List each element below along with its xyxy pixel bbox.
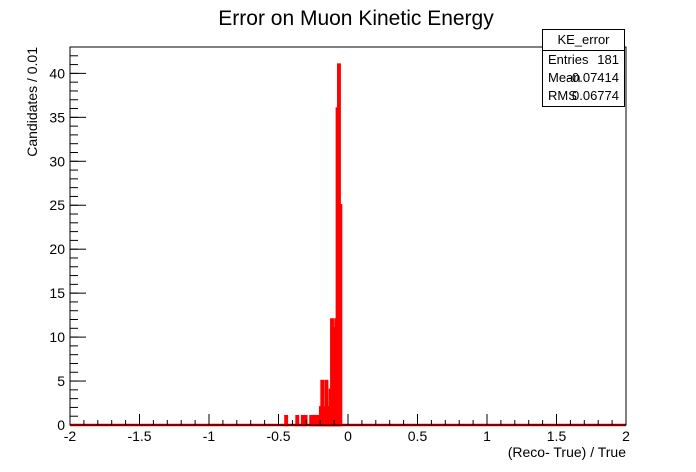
y-tick-label: 5 xyxy=(57,373,65,389)
stats-box: KE_error Entries 181 Mean -0.07414 RMS 0… xyxy=(542,29,625,107)
stats-row-entries: Entries 181 xyxy=(543,51,624,69)
chart-title: Error on Muon Kinetic Energy xyxy=(218,7,494,30)
x-axis-label: (Reco- True) / True xyxy=(508,444,626,460)
histogram-bar xyxy=(300,414,305,427)
y-tick-label: 35 xyxy=(49,109,65,125)
y-axis-label: Candidates / 0.01 xyxy=(24,47,40,157)
x-tick-label: -1 xyxy=(203,428,216,444)
x-tick-label: 2 xyxy=(622,428,630,444)
y-tick-label: 25 xyxy=(49,197,65,213)
stats-title: KE_error xyxy=(543,30,624,51)
x-tick-label: 0 xyxy=(344,428,352,444)
x-tick-label: -1.5 xyxy=(127,428,151,444)
histogram-bar xyxy=(295,414,300,427)
stats-value: 0.06774 xyxy=(572,88,619,103)
histogram-bar xyxy=(316,414,321,427)
x-tick-label: 0.5 xyxy=(408,428,428,444)
histogram-bar xyxy=(338,203,343,427)
y-axis: 0 5 10 15 20 25 30 35 40 xyxy=(49,46,86,433)
stats-row-mean: Mean -0.07414 xyxy=(543,69,624,87)
y-tick-label: 30 xyxy=(49,153,65,169)
y-tick-label: 10 xyxy=(49,329,65,345)
stats-row-rms: RMS 0.06774 xyxy=(543,87,624,105)
x-axis: -2 -1.5 -1 -0.5 0 0.5 1 1.5 2 xyxy=(64,414,630,444)
y-tick-label: 15 xyxy=(49,285,65,301)
y-tick-label: 20 xyxy=(49,241,65,257)
y-tick-label: 0 xyxy=(57,417,65,433)
x-tick-label: 1.5 xyxy=(547,428,567,444)
stats-label: RMS xyxy=(548,88,577,103)
histogram-bar xyxy=(309,414,314,427)
x-tick-label: 1 xyxy=(483,428,491,444)
x-tick-label: -2 xyxy=(64,428,77,444)
histogram-bar xyxy=(284,414,289,427)
stats-label: Entries xyxy=(548,52,589,67)
stats-value: -0.07414 xyxy=(567,70,619,85)
y-tick-label: 40 xyxy=(49,65,65,81)
stats-value: 181 xyxy=(597,52,619,67)
stats-label: Mean xyxy=(548,70,581,85)
x-tick-label: -0.5 xyxy=(266,428,290,444)
histogram-bars xyxy=(70,63,626,427)
